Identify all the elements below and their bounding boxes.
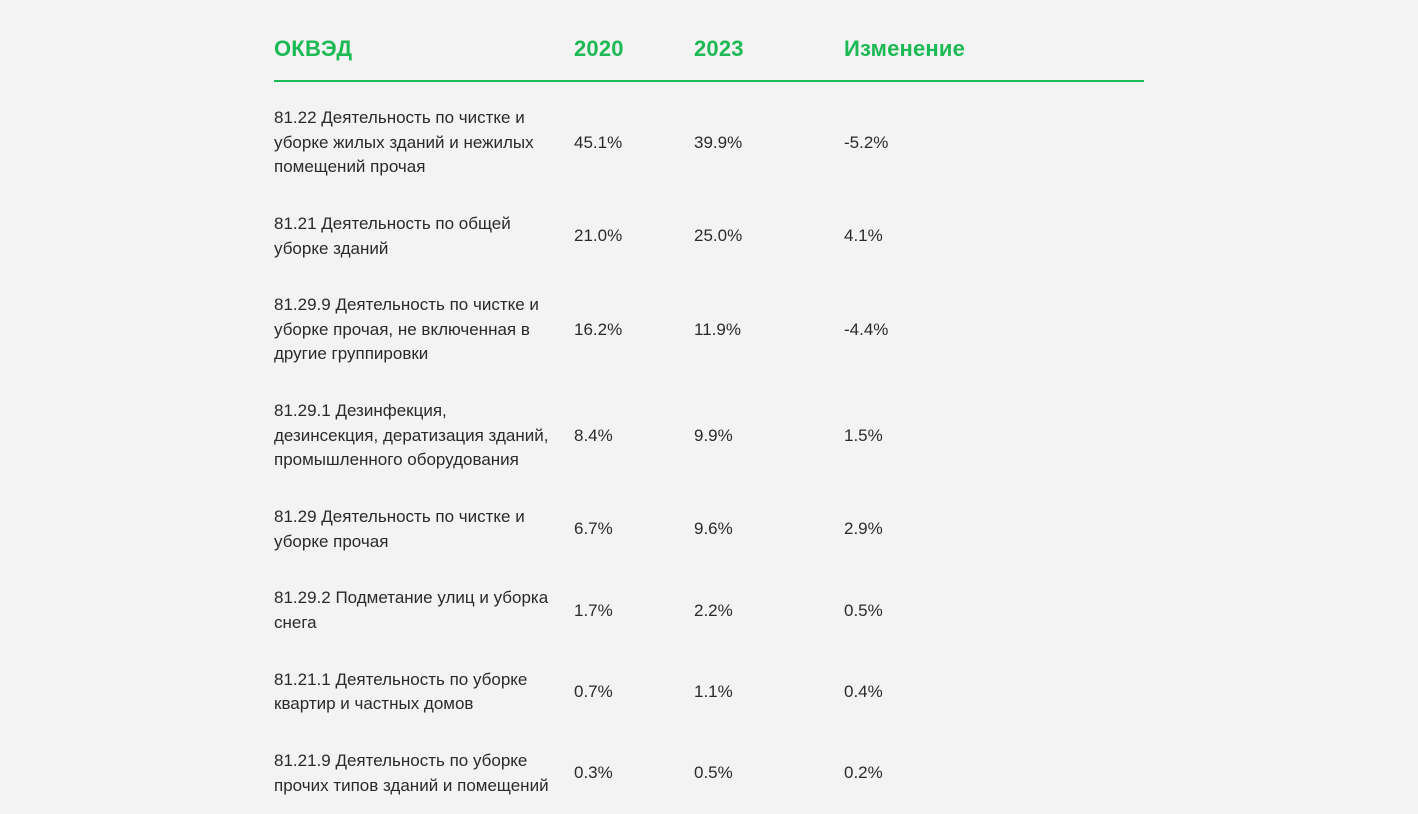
cell-2023: 11.9% [694,318,844,343]
table-row: 81.29.2 Подметание улиц и уборка снега 1… [274,570,1144,651]
cell-activity: 81.29 Деятельность по чистке и уборке пр… [274,505,574,554]
table-row: 81.29.9 Деятельность по чистке и уборке … [274,277,1144,383]
cell-change: 0.5% [844,599,1144,624]
cell-activity: 81.21.1 Деятельность по уборке квартир и… [274,668,574,717]
cell-change: 1.5% [844,424,1144,449]
cell-change: -5.2% [844,131,1144,156]
cell-change: -4.4% [844,318,1144,343]
cell-change: 0.2% [844,761,1144,786]
table-row: 81.21.1 Деятельность по уборке квартир и… [274,652,1144,733]
table-row: 81.21 Деятельность по общей уборке здани… [274,196,1144,277]
cell-change: 0.4% [844,680,1144,705]
cell-activity: 81.21 Деятельность по общей уборке здани… [274,212,574,261]
table-header-row: ОКВЭД 2020 2023 Изменение [274,36,1144,82]
col-header-2023: 2023 [694,36,844,62]
cell-activity: 81.21.9 Деятельность по уборке прочих ти… [274,749,574,798]
cell-change: 2.9% [844,517,1144,542]
cell-2023: 39.9% [694,131,844,156]
cell-change: 4.1% [844,224,1144,249]
cell-2023: 9.6% [694,517,844,542]
table-row: 81.22 Деятельность по чистке и уборке жи… [274,90,1144,196]
table-body: 81.22 Деятельность по чистке и уборке жи… [274,82,1144,814]
cell-2023: 1.1% [694,680,844,705]
col-header-change: Изменение [844,36,1144,62]
cell-2020: 0.7% [574,680,694,705]
cell-activity: 81.29.2 Подметание улиц и уборка снега [274,586,574,635]
cell-2023: 9.9% [694,424,844,449]
cell-activity: 81.29.1 Дезинфекция, дезинсекция, дерати… [274,399,574,473]
cell-2020: 8.4% [574,424,694,449]
table-row: 81.29.1 Дезинфекция, дезинсекция, дерати… [274,383,1144,489]
cell-2020: 1.7% [574,599,694,624]
cell-activity: 81.29.9 Деятельность по чистке и уборке … [274,293,574,367]
table-row: 81.21.9 Деятельность по уборке прочих ти… [274,733,1144,814]
cell-activity: 81.22 Деятельность по чистке и уборке жи… [274,106,574,180]
cell-2020: 0.3% [574,761,694,786]
cell-2020: 45.1% [574,131,694,156]
cell-2020: 6.7% [574,517,694,542]
table-row: 81.29 Деятельность по чистке и уборке пр… [274,489,1144,570]
cell-2023: 25.0% [694,224,844,249]
col-header-2020: 2020 [574,36,694,62]
cell-2020: 21.0% [574,224,694,249]
cell-2023: 2.2% [694,599,844,624]
cell-2023: 0.5% [694,761,844,786]
col-header-okved: ОКВЭД [274,36,574,62]
okved-table: ОКВЭД 2020 2023 Изменение 81.22 Деятельн… [274,36,1144,740]
cell-2020: 16.2% [574,318,694,343]
